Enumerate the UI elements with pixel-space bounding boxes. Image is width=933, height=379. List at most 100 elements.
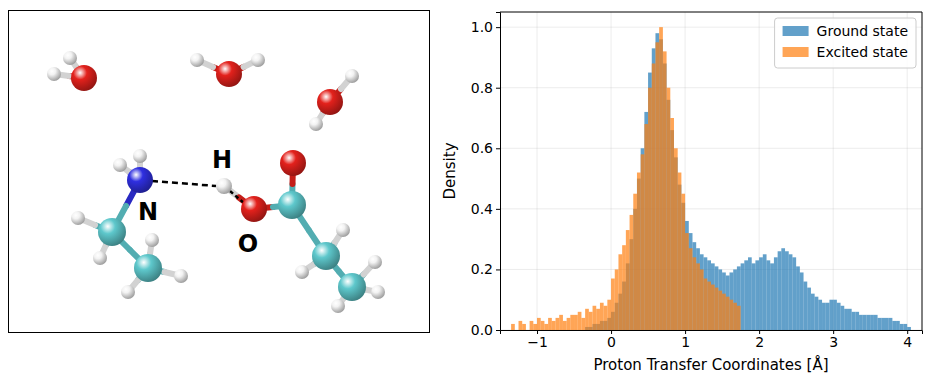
histogram-bar (792, 257, 796, 330)
tick: 1.0 (471, 19, 500, 35)
histogram-bar (889, 318, 893, 330)
tick-mark (496, 330, 500, 331)
hydrogen-bond (152, 181, 216, 186)
tick: −1 (527, 330, 548, 350)
histogram-bar (670, 118, 674, 330)
histogram-bar (781, 330, 785, 331)
histogram-bar (685, 233, 689, 330)
histogram-bar (863, 330, 867, 331)
histogram-bar (792, 330, 796, 331)
frame (922, 12, 923, 330)
histogram-bar (811, 330, 815, 331)
histogram-bar (785, 330, 789, 331)
tick-mark (496, 209, 500, 210)
atom (71, 65, 97, 91)
histogram-bar (874, 330, 878, 331)
atom (371, 285, 385, 299)
tick: 4 (903, 330, 912, 350)
histogram-bar (704, 279, 708, 330)
tick-label: 0.0 (471, 322, 493, 338)
atom-label: H (212, 146, 232, 174)
histogram-bar (755, 260, 759, 330)
histogram-bar (574, 315, 578, 330)
histogram-bar (767, 330, 771, 331)
histogram-bar (859, 330, 863, 331)
histogram-bar (896, 321, 900, 330)
histogram-bar (530, 321, 534, 330)
histogram-bar (789, 254, 793, 330)
histogram-bar (885, 318, 889, 330)
histogram-bar (833, 300, 837, 330)
histogram-bar (752, 263, 756, 330)
histogram-bar (648, 73, 652, 330)
histogram-bar (778, 251, 782, 330)
histogram-bar (903, 324, 907, 330)
legend-frame (775, 18, 916, 68)
atom (317, 89, 343, 115)
atom (331, 299, 345, 313)
histogram-bar (811, 294, 815, 330)
histogram-bar (878, 318, 882, 330)
histogram-bar (696, 263, 700, 330)
histogram-bar (870, 315, 874, 330)
frame (500, 12, 922, 13)
series-bars (585, 33, 911, 330)
histogram-bar (615, 269, 619, 330)
bars (511, 27, 911, 330)
histogram-bar (526, 330, 530, 331)
histogram-bar (874, 315, 878, 330)
histogram-bar (744, 260, 748, 330)
tick-label: −1 (527, 334, 548, 350)
histogram-bar (804, 330, 808, 331)
histogram-bar (859, 315, 863, 330)
histogram-bar (567, 318, 571, 330)
histogram-bar (678, 173, 682, 330)
histogram-bar (648, 88, 652, 330)
histogram-bar (789, 330, 793, 331)
histogram-bar (715, 288, 719, 330)
histogram-bar (519, 321, 523, 330)
tick-label: 0 (607, 334, 616, 350)
legend-swatch (783, 47, 809, 57)
tick-label: 0.2 (471, 261, 493, 277)
histogram-bar (763, 330, 767, 331)
histogram-bar (718, 269, 722, 330)
histogram-bar (659, 27, 663, 330)
atom (98, 218, 126, 246)
atom (309, 117, 323, 131)
tick: 0.6 (471, 140, 500, 156)
atom (113, 158, 127, 172)
histogram-bar (826, 303, 830, 330)
atom (134, 254, 162, 282)
histogram-bar (800, 272, 804, 330)
histogram-bar (800, 330, 804, 331)
histogram-bar (700, 269, 704, 330)
histogram-bar (844, 309, 848, 330)
histogram-bar (855, 330, 859, 331)
histogram-bar (644, 124, 648, 330)
histogram-bar (681, 194, 685, 330)
histogram-bar (685, 221, 689, 330)
histogram-bar (774, 257, 778, 330)
axis-line (496, 13, 501, 331)
histogram-bar (907, 330, 911, 331)
atom (190, 53, 204, 67)
histogram-bar (852, 330, 856, 331)
tick-label: 0.6 (471, 140, 493, 156)
oh-bond (230, 191, 245, 204)
histogram-bar (541, 321, 545, 330)
histogram-bar (674, 148, 678, 330)
histogram-bar (881, 318, 885, 330)
histogram-bar (829, 330, 833, 331)
histogram-bar (759, 257, 763, 330)
histogram-bar (752, 330, 756, 331)
histogram-bar (767, 260, 771, 330)
tick-label: 0.8 (471, 80, 493, 96)
histogram-bar (578, 312, 582, 330)
histogram-bar (848, 309, 852, 330)
histogram-bar (730, 300, 734, 330)
tick-mark (496, 269, 500, 270)
histogram-bar (622, 245, 626, 330)
histogram-bar (822, 303, 826, 330)
atom (145, 233, 159, 247)
